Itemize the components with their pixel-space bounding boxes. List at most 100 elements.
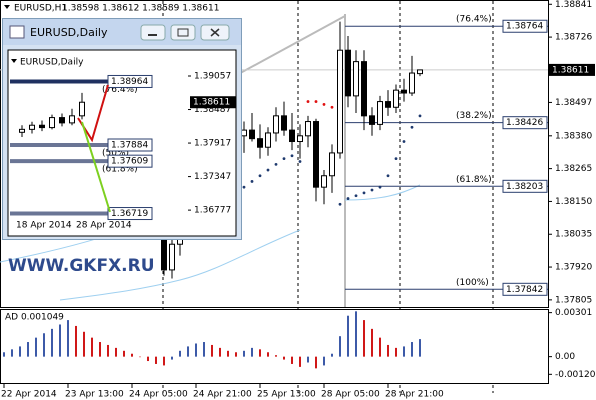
x-tick-label: 28 Apr 05:00: [321, 390, 380, 400]
sar-dot: [274, 162, 278, 166]
close-icon: [210, 28, 220, 37]
candle-body: [273, 115, 279, 134]
candle-body: [249, 129, 255, 140]
zigzag: [81, 121, 111, 213]
y-tick-label: 1.38265: [555, 164, 592, 174]
ad-bar: [115, 347, 117, 357]
current-price: 1.38611: [193, 98, 230, 108]
ad-bar: [107, 344, 109, 357]
ad-bar: [267, 352, 269, 357]
x-tick-label: 28 Apr 2014: [76, 221, 132, 231]
candle-body: [257, 138, 263, 148]
fib-price-box: [502, 179, 548, 193]
sar-dot: [266, 168, 270, 172]
ad-bar: [411, 342, 413, 357]
ad-bar: [139, 356, 141, 358]
fib-price-box: [502, 19, 548, 33]
ad-bar: [235, 352, 237, 357]
symbol-marker: [4, 5, 10, 9]
ad-bar: [91, 337, 93, 357]
y-tick-label: 1.39057: [194, 72, 231, 82]
fib-price: 1.38203: [506, 182, 543, 192]
fib-label: (76.4%): [102, 85, 138, 95]
ad-bar: [59, 324, 61, 357]
candle-body: [49, 117, 55, 129]
fib-price: 1.38426: [506, 118, 543, 128]
sar-dot: [322, 103, 326, 106]
x-tick-label: 22 Apr 2014: [1, 390, 57, 400]
y-tick-label: 1.37920: [555, 263, 592, 273]
ad-bar: [211, 344, 213, 357]
fib-price: 1.38964: [111, 77, 148, 87]
minimize-button[interactable]: [140, 24, 166, 41]
ad-bar: [187, 346, 189, 357]
ad-bar: [227, 350, 229, 357]
ad-bar: [123, 350, 125, 357]
sar-dot: [314, 100, 318, 103]
ad-bar: [179, 350, 181, 357]
ad-bar: [131, 353, 133, 357]
y-tick-label: 1.38380: [555, 131, 592, 141]
fib-label: (61.8%): [456, 175, 492, 185]
sar-dot: [282, 157, 286, 161]
ad-bar: [355, 311, 357, 357]
candle-body: [321, 175, 327, 188]
ad-bar: [11, 349, 13, 357]
sar-dot: [346, 197, 350, 200]
fib-price: 1.37609: [111, 157, 148, 167]
fib-label: (100%): [456, 278, 489, 288]
ad-bar: [243, 350, 245, 357]
ad-bar: [147, 356, 149, 362]
candle-body: [377, 101, 383, 125]
sar-dot: [298, 160, 302, 163]
candle-body: [345, 49, 351, 97]
sar-dot: [418, 114, 422, 118]
candle-body: [361, 61, 367, 117]
ad-bar: [75, 325, 77, 357]
sar-dot: [290, 154, 294, 158]
candle-body: [29, 124, 35, 130]
chart-title: EURUSD,H1: [14, 4, 67, 14]
y-tick-label: 1.38497: [555, 98, 592, 108]
ad-bar: [299, 356, 301, 367]
ad-bar: [371, 328, 373, 357]
sar-dot: [330, 105, 334, 109]
y-tick-label: 1.38150: [555, 197, 592, 207]
candle-body: [161, 238, 167, 271]
fib-label: (50%): [102, 149, 129, 159]
ad-bar: [155, 356, 157, 364]
ad-bar: [195, 343, 197, 357]
symbol-marker: [11, 59, 17, 63]
ad-bar: [43, 333, 45, 357]
ad-bar: [307, 356, 309, 363]
candle-body: [241, 129, 247, 137]
fib-price-box: [107, 154, 153, 168]
sar-dot: [354, 194, 358, 198]
current-price-box: [549, 63, 595, 76]
ad-bar: [19, 346, 21, 357]
sar-dot: [394, 157, 398, 161]
ad-chart: AD 0.001049 0.00301 0.00 -0.001208: [0, 308, 596, 384]
candle-body: [289, 129, 295, 143]
sar-dot: [362, 191, 366, 195]
candle-body: [329, 152, 335, 177]
candle-body: [417, 69, 423, 75]
x-tick-label: 23 Apr 13:00: [65, 390, 124, 400]
ohlc-header: 1.38598 1.38612 1.38589 1.38611: [62, 4, 219, 14]
ad-bar: [203, 342, 205, 357]
candle-body: [385, 101, 391, 108]
ad-bar: [323, 356, 325, 366]
indicator-title: AD 0.001049: [5, 313, 64, 323]
fib-label: (76.4%): [456, 15, 492, 25]
y-tick-label: 1.37917: [194, 139, 231, 149]
ad-bar: [83, 331, 85, 357]
sar-dot: [378, 185, 382, 189]
sar-dot: [242, 185, 246, 189]
maximize-button[interactable]: [170, 24, 196, 41]
ad-bar: [331, 353, 333, 357]
daily-window: EURUSD,Daily EURUSD,Daily 1.39057 1.38487…: [2, 18, 242, 240]
y-tick-label: 1.37347: [194, 172, 231, 182]
ad-bar: [27, 342, 29, 357]
ad-bar: [3, 352, 5, 357]
